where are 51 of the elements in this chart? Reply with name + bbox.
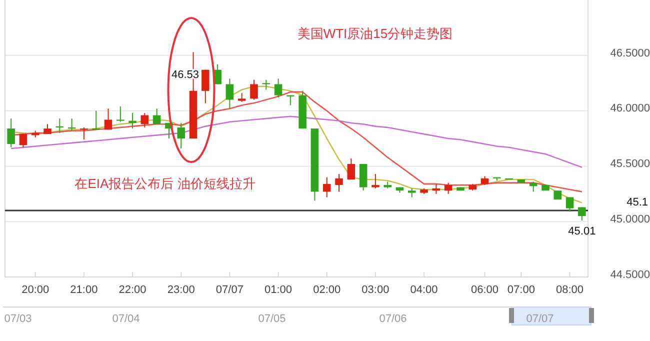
candlestick (262, 79, 270, 90)
line-series (10, 116, 583, 168)
x-tick-label: 07:00 (507, 284, 535, 296)
x-tick-label: 20:00 (22, 284, 50, 296)
candlestick (286, 94, 294, 106)
x-tick-label: 23:00 (167, 284, 195, 296)
candlestick (7, 118, 15, 148)
candlestick (274, 78, 282, 98)
annotation: 45.01 (568, 225, 596, 238)
y-tick-label: 45.0000 (610, 214, 650, 226)
candlestick (92, 110, 100, 130)
annotation: 在EIA报告公布后 油价短线拉升 (74, 176, 256, 191)
y-tick-label: 46.0000 (610, 102, 650, 115)
candlestick (250, 79, 258, 100)
candlestick (359, 163, 368, 192)
x-tick-label: 04:00 (410, 284, 438, 296)
candlestick (566, 196, 574, 212)
text: 07/04 (112, 313, 140, 325)
x-tick-label: 08:00 (556, 284, 584, 296)
text: 07/03 (4, 313, 32, 325)
text: 美国WTI原油15分钟走势图 (297, 26, 453, 41)
candlestick (335, 173, 343, 192)
y-tick-label: 44.5000 (610, 268, 650, 281)
x-tick-label: 06:00 (470, 284, 499, 296)
candlestick (140, 112, 149, 128)
candlestick (104, 108, 112, 130)
candlestick (372, 173, 380, 189)
text: 07/05 (258, 313, 286, 325)
x-tick-label: 21:00 (70, 284, 98, 296)
candlestick (226, 78, 234, 110)
text: 07/06 (379, 313, 407, 325)
x-tick-label: 22:00 (118, 284, 146, 296)
candlestick (202, 69, 210, 104)
y-tick-label: 46.5000 (610, 47, 650, 60)
candlestick (80, 126, 88, 140)
candlestick (347, 158, 356, 180)
candlestick (322, 176, 331, 198)
x-tick-label: 07/07 (216, 284, 244, 296)
text: 07/07 (526, 313, 554, 325)
x-tick-label: 03:00 (362, 284, 390, 296)
ref-line-label: 45.1 (626, 196, 648, 209)
candlestick (444, 182, 452, 194)
candlestick (116, 106, 124, 122)
candlestick (152, 108, 161, 125)
candlestick (128, 112, 136, 130)
x-tick-label: 02:00 (313, 284, 341, 296)
y-tick-label: 45.5000 (610, 158, 650, 170)
candlestick (177, 122, 185, 149)
x-tick-label: 01:00 (264, 284, 292, 296)
candlestick (578, 206, 586, 221)
candlestick (19, 134, 28, 148)
